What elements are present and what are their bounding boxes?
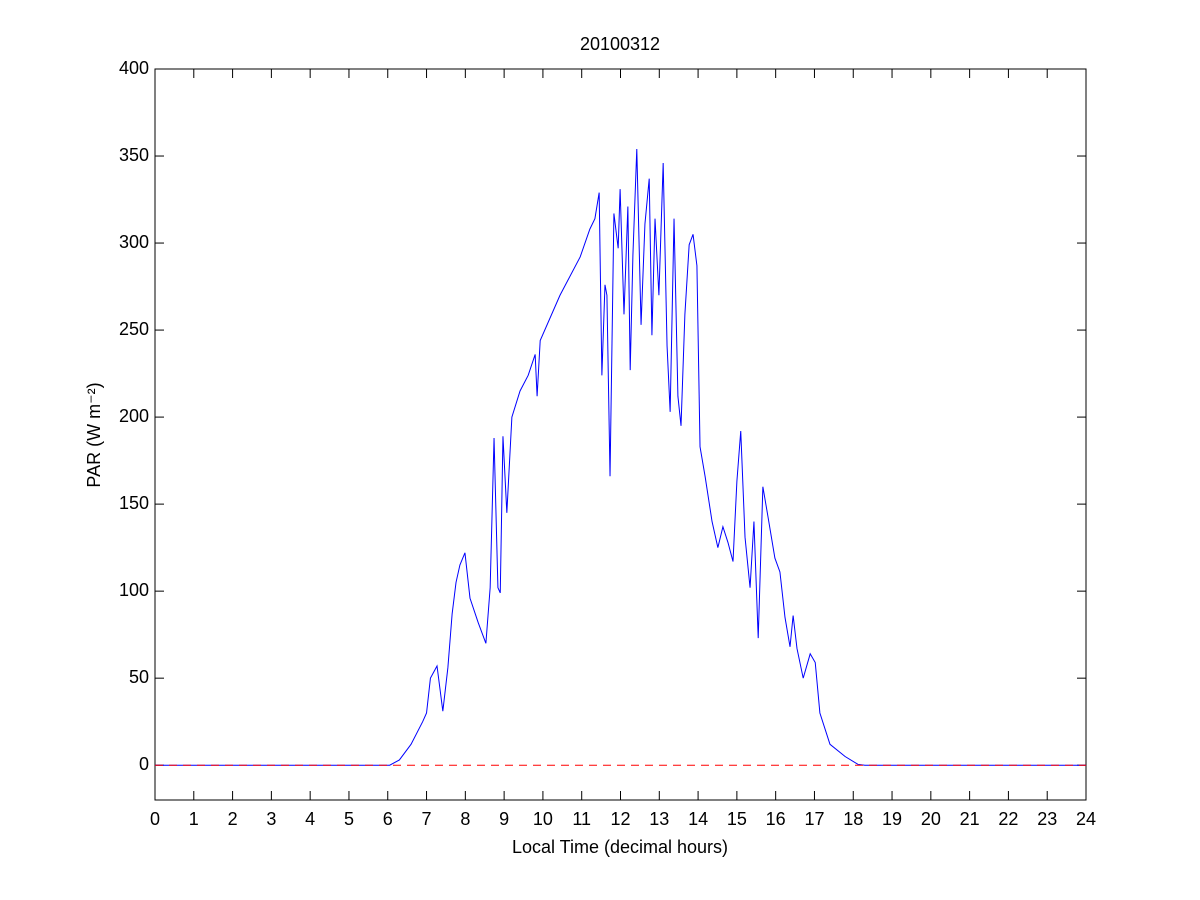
x-tick-label: 1 xyxy=(189,809,199,829)
x-tick-label: 9 xyxy=(499,809,509,829)
y-tick-label: 0 xyxy=(139,754,149,774)
y-tick-label: 150 xyxy=(119,493,149,513)
y-tick-label: 250 xyxy=(119,319,149,339)
x-tick-label: 5 xyxy=(344,809,354,829)
y-tick-label: 50 xyxy=(129,667,149,687)
x-tick-label: 11 xyxy=(572,809,591,829)
x-tick-label: 7 xyxy=(422,809,432,829)
x-tick-label: 17 xyxy=(804,809,824,829)
chart-title: 20100312 xyxy=(580,34,660,54)
x-tick-label: 0 xyxy=(150,809,160,829)
x-tick-label: 15 xyxy=(727,809,747,829)
x-tick-label: 24 xyxy=(1076,809,1096,829)
y-tick-label: 100 xyxy=(119,580,149,600)
y-tick-label: 400 xyxy=(119,58,149,78)
x-tick-label: 6 xyxy=(383,809,393,829)
x-tick-label: 20 xyxy=(921,809,941,829)
x-tick-label: 22 xyxy=(998,809,1018,829)
x-tick-label: 4 xyxy=(305,809,315,829)
x-tick-label: 21 xyxy=(960,809,980,829)
x-tick-label: 2 xyxy=(228,809,238,829)
x-tick-label: 23 xyxy=(1037,809,1057,829)
data-line xyxy=(155,149,1086,766)
x-axis-label: Local Time (decimal hours) xyxy=(512,837,728,857)
x-tick-label: 10 xyxy=(533,809,553,829)
x-tick-label: 12 xyxy=(610,809,630,829)
y-tick-label: 300 xyxy=(119,232,149,252)
x-tick-label: 19 xyxy=(882,809,902,829)
x-tick-label: 18 xyxy=(843,809,863,829)
y-axis-label: PAR (W m⁻²) xyxy=(84,382,104,487)
x-tick-label: 8 xyxy=(460,809,470,829)
x-tick-label: 3 xyxy=(266,809,276,829)
y-tick-label: 200 xyxy=(119,406,149,426)
y-tick-label: 350 xyxy=(119,145,149,165)
x-tick-label: 14 xyxy=(688,809,708,829)
x-tick-label: 13 xyxy=(649,809,669,829)
x-tick-label: 16 xyxy=(766,809,786,829)
